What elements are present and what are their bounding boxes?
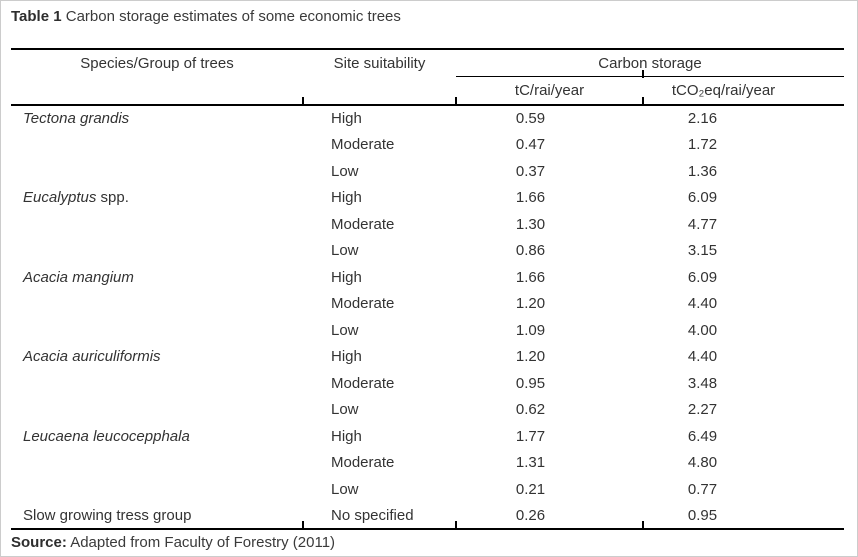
tc-cell: 1.20 xyxy=(515,348,546,366)
site-cell: High xyxy=(331,427,362,445)
tc-cell: 0.26 xyxy=(515,506,546,524)
table-row: Acacia auriculiformis High 1.20 4.40 xyxy=(11,344,844,371)
site-cell: Low xyxy=(331,480,359,498)
tc-cell: 0.59 xyxy=(515,110,546,128)
table-row: Low 1.09 4.00 xyxy=(11,317,844,344)
site-cell: Low xyxy=(331,242,359,260)
species-name: Slow growing tress group xyxy=(23,506,192,524)
column-tick xyxy=(642,70,644,78)
tco2-cell: 6.09 xyxy=(687,268,718,286)
source-text: Adapted from Faculty of Forestry (2011) xyxy=(66,534,336,551)
header-species: Species/Group of trees xyxy=(80,55,234,72)
site-cell: Moderate xyxy=(331,374,395,392)
tco2-cell: 2.16 xyxy=(687,110,718,128)
tc-cell: 0.62 xyxy=(515,401,546,419)
table-row: Eucalyptus spp. High 1.66 6.09 xyxy=(11,185,844,212)
source-note: Source: Adapted from Faculty of Forestry… xyxy=(11,534,335,551)
site-cell: Low xyxy=(331,401,359,419)
site-cell: Low xyxy=(331,162,359,180)
table-row: Moderate 1.31 4.80 xyxy=(11,450,844,477)
site-cell: High xyxy=(331,268,362,286)
column-tick xyxy=(302,97,304,106)
species-name: Eucalyptus xyxy=(23,189,97,207)
tco2-cell: 3.15 xyxy=(687,242,718,260)
table-body: Tectona grandis High 0.59 2.16 Moderate … xyxy=(11,105,844,529)
table-row: Slow growing tress group No specified 0.… xyxy=(11,503,844,530)
tc-cell: 1.77 xyxy=(515,427,546,445)
table-row: Low 0.37 1.36 xyxy=(11,158,844,185)
site-cell: High xyxy=(331,110,362,128)
column-tick xyxy=(455,521,457,530)
tc-cell: 0.95 xyxy=(515,374,546,392)
table-row: Leucaena leucocepphala High 1.77 6.49 xyxy=(11,423,844,450)
carbon-storage-table: Species/Group of trees Site suitability … xyxy=(11,48,844,530)
table-header: Species/Group of trees Site suitability … xyxy=(11,49,844,105)
species-name: Leucaena leucocepphala xyxy=(23,427,190,445)
tc-cell: 0.21 xyxy=(515,480,546,498)
tco2-cell: 1.36 xyxy=(687,162,718,180)
table-row: Moderate 1.20 4.40 xyxy=(11,291,844,318)
species-name: Acacia auriculiformis xyxy=(23,348,161,366)
tco2-cell: 4.40 xyxy=(687,295,718,313)
site-cell: Moderate xyxy=(331,215,395,233)
site-cell: Moderate xyxy=(331,295,395,313)
tco2-cell: 1.72 xyxy=(687,136,718,154)
tc-cell: 0.47 xyxy=(515,136,546,154)
site-cell: High xyxy=(331,348,362,366)
column-tick xyxy=(302,521,304,530)
site-cell: Moderate xyxy=(331,136,395,154)
header-site-suitability: Site suitability xyxy=(333,55,426,72)
table-caption-number: Table 1 xyxy=(11,8,62,25)
tc-cell: 1.20 xyxy=(515,295,546,313)
column-tick xyxy=(642,97,644,106)
tco2-cell: 6.49 xyxy=(687,427,718,445)
table-row: Tectona grandis High 0.59 2.16 xyxy=(11,105,844,132)
tc-cell: 1.30 xyxy=(515,215,546,233)
tc-cell: 1.09 xyxy=(515,321,546,339)
column-tick xyxy=(455,97,457,106)
site-cell: Moderate xyxy=(331,454,395,472)
species-suffix: spp. xyxy=(96,189,129,207)
tc-cell: 1.31 xyxy=(515,454,546,472)
tco2-cell: 4.77 xyxy=(687,215,718,233)
tco2-cell: 0.95 xyxy=(687,506,718,524)
table-row: Low 0.86 3.15 xyxy=(11,238,844,265)
tco2-cell: 4.40 xyxy=(687,348,718,366)
tco2-cell: 4.00 xyxy=(687,321,718,339)
table-row: Moderate 1.30 4.77 xyxy=(11,211,844,238)
species-name: Tectona grandis xyxy=(23,110,130,128)
table-row: Acacia mangium High 1.66 6.09 xyxy=(11,264,844,291)
tc-cell: 0.86 xyxy=(515,242,546,260)
table-caption-text: Carbon storage estimates of some economi… xyxy=(61,8,401,25)
species-name: Acacia mangium xyxy=(23,268,134,286)
source-label: Source: xyxy=(11,534,67,551)
tco2-cell: 2.27 xyxy=(687,401,718,419)
header-tco2eq-rai-year: tCO₂eq/rai/year xyxy=(671,82,776,99)
tco2-cell: 6.09 xyxy=(687,189,718,207)
site-cell: High xyxy=(331,189,362,207)
carbon-storage-table-wrapper: Species/Group of trees Site suitability … xyxy=(11,48,844,530)
tco2-cell: 0.77 xyxy=(687,480,718,498)
table-row: Low 0.62 2.27 xyxy=(11,397,844,424)
site-cell: Low xyxy=(331,321,359,339)
header-tc-rai-year: tC/rai/year xyxy=(514,82,585,99)
table-row: Moderate 0.47 1.72 xyxy=(11,132,844,159)
header-carbon-storage: Carbon storage xyxy=(456,49,844,77)
site-cell: No specified xyxy=(331,506,414,524)
table-row: Low 0.21 0.77 xyxy=(11,476,844,503)
tc-cell: 1.66 xyxy=(515,268,546,286)
tc-cell: 1.66 xyxy=(515,189,546,207)
tco2-cell: 3.48 xyxy=(687,374,718,392)
tco2-cell: 4.80 xyxy=(687,454,718,472)
table-caption: Table 1 Carbon storage estimates of some… xyxy=(11,8,401,25)
tc-cell: 0.37 xyxy=(515,162,546,180)
table-row: Moderate 0.95 3.48 xyxy=(11,370,844,397)
column-tick xyxy=(642,521,644,530)
